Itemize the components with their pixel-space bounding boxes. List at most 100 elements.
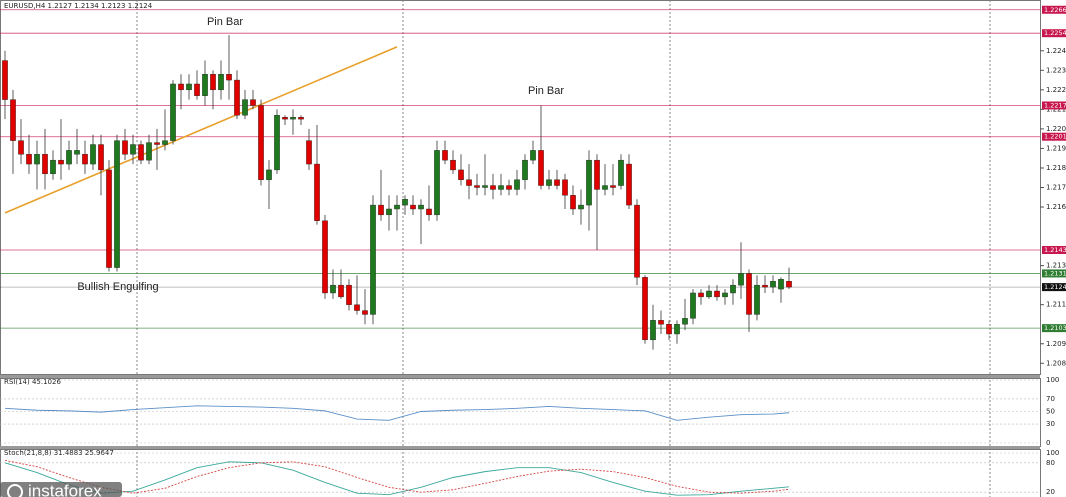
y-tick-label: 1.2115 — [1046, 301, 1066, 309]
candle-body — [642, 277, 648, 341]
candle-body — [258, 105, 264, 180]
candle-body — [626, 163, 632, 206]
candle-body — [18, 140, 24, 155]
y-tick-label: 1.2085 — [1046, 359, 1066, 367]
candle-body — [330, 284, 336, 294]
candle-body — [218, 74, 224, 91]
candle-body — [770, 281, 776, 288]
candle-body — [762, 284, 768, 288]
y-tick-label: 1.2095 — [1046, 340, 1066, 348]
panel-divider — [0, 375, 1040, 378]
candle-body — [42, 154, 48, 175]
candle-body — [482, 185, 488, 188]
candle-body — [730, 284, 736, 294]
level-tag-label: 1.2103 — [1044, 324, 1066, 332]
level-tag-label: 1.2254 — [1044, 29, 1066, 37]
candle-body — [338, 284, 344, 298]
y-tick-label: 100 — [1046, 376, 1059, 384]
candle-body — [58, 159, 64, 165]
candle-body — [674, 324, 680, 335]
candle-body — [154, 142, 160, 145]
y-tick-label: 0 — [1046, 439, 1050, 447]
y-tick-label: 1.2245 — [1046, 47, 1066, 55]
candle-body — [546, 179, 552, 186]
watermark-text: instaforex — [28, 481, 102, 497]
candle-body — [322, 220, 328, 294]
candle-body — [138, 144, 144, 161]
candle-body — [682, 318, 688, 325]
level-tag — [1042, 29, 1066, 38]
candle-body — [266, 169, 272, 180]
candle-body — [82, 154, 88, 165]
candle-body — [522, 159, 528, 180]
candle-body — [466, 179, 472, 186]
level-tag — [1042, 101, 1066, 110]
watermark: instaforex — [0, 481, 122, 497]
candle-body — [666, 324, 672, 335]
y-tick-label: 1.2225 — [1046, 86, 1066, 94]
candle-body — [594, 159, 600, 190]
candle-body — [690, 292, 696, 319]
candle-body — [602, 185, 608, 190]
level-tag-label: 1.2201 — [1044, 133, 1066, 141]
candle-body — [530, 150, 536, 161]
candle-body — [186, 83, 192, 91]
candle-body — [194, 83, 200, 96]
level-tag — [1042, 246, 1066, 254]
candle-body — [346, 284, 352, 305]
candle-body — [458, 169, 464, 180]
candle-body — [538, 150, 544, 186]
candle-body — [554, 179, 560, 186]
candle-body — [170, 83, 176, 141]
candle-body — [162, 140, 168, 145]
candle-body — [370, 204, 376, 315]
candle-body — [378, 204, 384, 216]
y-tick-label: 80 — [1046, 459, 1055, 467]
candle-body — [562, 179, 568, 196]
level-tag — [1042, 5, 1066, 14]
level-tag-label: 1.2124 — [1044, 283, 1066, 291]
separators — [136, 0, 991, 497]
marks: 1.22451.22351.22251.22151.22051.21951.21… — [0, 5, 1066, 496]
level-tag — [1042, 269, 1066, 278]
candle-body — [66, 150, 72, 165]
candle-body — [386, 208, 392, 216]
candle-body — [210, 74, 216, 91]
chart-title: EURUSD,H4 1.2127 1.2134 1.2123 1.2124 — [4, 2, 153, 10]
candle-body — [450, 159, 456, 171]
candle-body — [314, 163, 320, 221]
candle-body — [226, 74, 232, 81]
candle-body — [714, 290, 720, 298]
candle-body — [786, 281, 792, 288]
candle-body — [394, 204, 400, 210]
y-tick-label: 1.2165 — [1046, 203, 1066, 211]
annotation: Pin Bar — [528, 85, 564, 97]
candle-body — [698, 292, 704, 298]
level-tag-label: 1.2143 — [1044, 246, 1066, 254]
candle-body — [754, 284, 760, 315]
level-tag — [1042, 132, 1066, 141]
candle-body — [474, 185, 480, 188]
panel-divider — [0, 446, 1040, 449]
stoch-label: Stoch(21,8,8) 31.4883 25.9647 — [4, 449, 114, 457]
rsi-label: RSI(14) 45.1026 — [4, 378, 61, 386]
candle-body — [146, 142, 152, 161]
y-tick-label: 1.2185 — [1046, 164, 1066, 172]
candle-body — [98, 144, 104, 171]
candle-body — [10, 99, 16, 141]
candle-body — [34, 154, 40, 165]
indicator-line — [4, 405, 790, 421]
candle-body — [658, 320, 664, 325]
y-tick-label: 1.2135 — [1046, 262, 1066, 270]
candle-body — [722, 292, 728, 298]
candle-body — [106, 169, 112, 268]
candle-body — [586, 159, 592, 206]
y-tick-label: 30 — [1046, 420, 1055, 428]
candle-body — [610, 185, 616, 188]
indicator-line — [4, 461, 790, 496]
annotation: Pin Bar — [207, 16, 243, 28]
candle-body — [234, 79, 240, 116]
watermark-logo — [7, 484, 23, 497]
